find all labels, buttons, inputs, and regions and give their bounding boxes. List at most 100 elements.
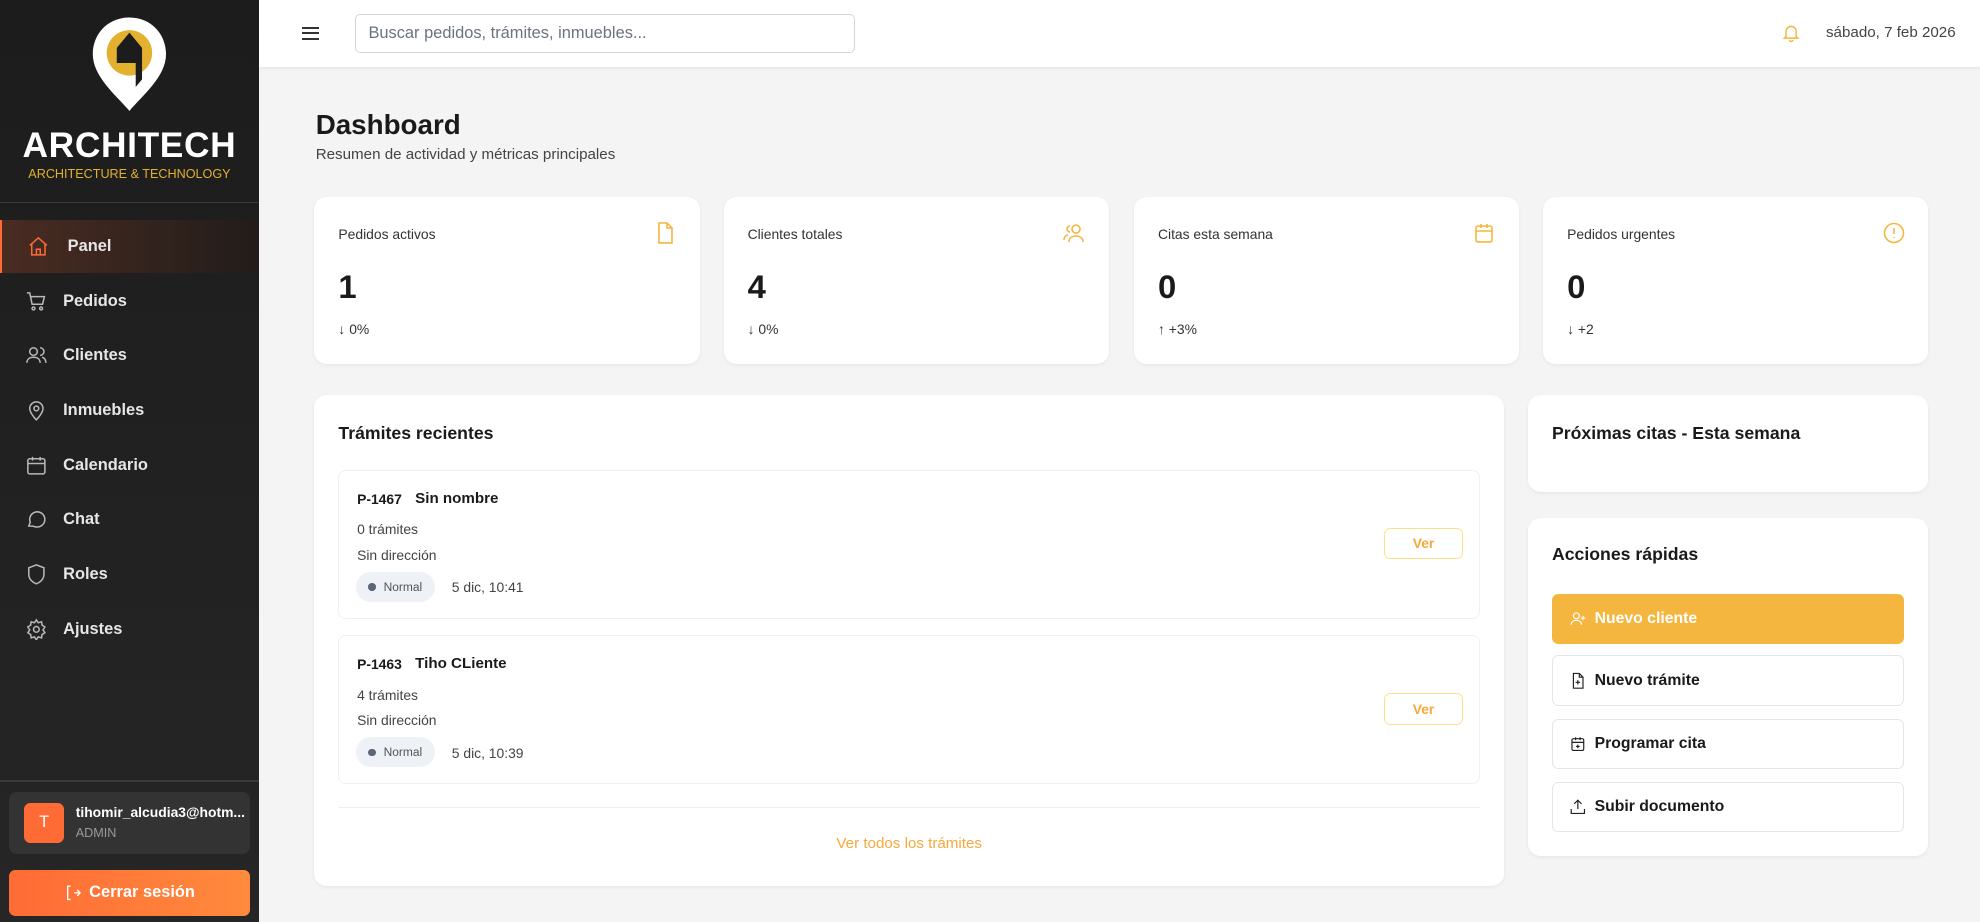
tramite-count: 0 trámites <box>357 521 418 538</box>
chat-icon <box>27 511 46 528</box>
calendar-icon <box>1475 223 1494 243</box>
search-input[interactable] <box>354 13 855 54</box>
stat-change: ↓ +2 <box>1567 320 1594 337</box>
user-plus-icon <box>1570 612 1586 625</box>
sidebar-item-label: Calendario <box>63 455 148 474</box>
sidebar-item-label: Chat <box>63 510 100 529</box>
stat-label: Clientes totales <box>747 226 843 243</box>
top-header: sábado, 7 feb 2026 <box>258 0 1980 67</box>
tramite-client: Tiho CLiente <box>415 655 507 673</box>
stat-change: ↑ +3% <box>1157 320 1197 337</box>
map-pin-icon <box>29 400 44 421</box>
divider <box>0 780 259 782</box>
sidebar-item-ajustes[interactable]: Ajustes <box>0 602 259 655</box>
users-icon <box>26 347 47 364</box>
sidebar-item-label: Ajustes <box>63 619 123 638</box>
status-dot-icon <box>368 583 376 591</box>
stat-label: Citas esta semana <box>1157 226 1273 243</box>
sidebar-item-chat[interactable]: Chat <box>0 493 259 546</box>
brand-tagline: ARCHITECTURE & TECHNOLOGY <box>28 166 231 181</box>
stat-card-pedidos-activos: Pedidos activos 1 ↓ 0% <box>314 196 700 364</box>
button-label: Nuevo trámite <box>1594 671 1700 689</box>
shield-icon <box>28 563 45 585</box>
menu-icon[interactable] <box>301 23 320 43</box>
stat-card-pedidos-urgentes: Pedidos urgentes 0 ↓ +2 <box>1543 196 1929 364</box>
panel-title: Próximas citas - Esta semana <box>1551 423 1801 444</box>
sidebar-item-roles[interactable]: Roles <box>0 548 259 601</box>
home-icon <box>29 236 48 256</box>
sidebar-nav: Panel Pedidos Clientes Inmuebles Calenda… <box>0 219 259 657</box>
page-title: Dashboard <box>315 108 461 140</box>
logo <box>0 15 259 113</box>
divider <box>0 202 259 204</box>
sidebar-item-label: Inmuebles <box>63 401 145 420</box>
sidebar-item-label: Panel <box>67 237 112 256</box>
view-all-tramites-link[interactable]: Ver todos los trámites <box>836 834 982 852</box>
page-subtitle: Resumen de actividad y métricas principa… <box>315 146 616 164</box>
brand-name: ARCHITECH <box>22 125 237 165</box>
list-item: P-1463 Tiho CLiente 4 trámites Sin direc… <box>338 635 1480 785</box>
panel-title: Acciones rápidas <box>1551 544 1699 565</box>
sidebar-item-calendario[interactable]: Calendario <box>0 438 259 491</box>
tramite-time: 5 dic, 10:41 <box>451 579 524 596</box>
stat-value: 0 <box>1157 267 1177 305</box>
user-card[interactable]: T tihomir_alcudia3@hotm... ADMIN <box>8 791 251 854</box>
stat-value: 4 <box>747 267 766 305</box>
tramite-code: P-1467 <box>357 490 402 507</box>
sidebar-item-panel[interactable]: Panel <box>0 219 259 273</box>
badge-label: Normal <box>383 579 423 594</box>
logout-icon <box>66 885 82 901</box>
tramite-time: 5 dic, 10:39 <box>451 744 524 761</box>
upload-icon <box>1570 799 1586 815</box>
gear-icon <box>27 618 47 641</box>
sidebar-item-inmuebles[interactable]: Inmuebles <box>0 384 259 437</box>
upload-document-button[interactable]: Subir documento <box>1551 781 1905 833</box>
user-role: ADMIN <box>75 825 117 840</box>
status-dot-icon <box>368 748 376 757</box>
alert-circle-icon <box>1883 222 1904 244</box>
bell-icon[interactable] <box>1781 23 1801 43</box>
users-icon <box>1063 224 1084 243</box>
sidebar-item-label: Clientes <box>63 346 127 365</box>
stat-card-citas-semana: Citas esta semana 0 ↑ +3% <box>1133 196 1520 364</box>
stat-change: ↓ 0% <box>747 320 779 337</box>
panel-title: Trámites recientes <box>338 423 494 444</box>
stat-card-clientes-totales: Clientes totales 4 ↓ 0% <box>723 196 1109 364</box>
sidebar-item-clientes[interactable]: Clientes <box>0 329 259 382</box>
view-button[interactable]: Ver <box>1383 692 1464 725</box>
tramite-address: Sin dirección <box>357 546 437 563</box>
tramite-client: Sin nombre <box>415 489 499 507</box>
avatar: T <box>23 802 65 843</box>
status-badge: Normal <box>355 571 435 603</box>
status-badge: Normal <box>355 737 435 768</box>
user-email: tihomir_alcudia3@hotm... <box>75 804 245 821</box>
stat-value: 0 <box>1567 267 1586 305</box>
quick-actions-panel: Acciones rápidas Nuevo cliente Nuevo trá… <box>1527 517 1929 857</box>
sidebar-item-pedidos[interactable]: Pedidos <box>0 274 259 327</box>
tramite-code: P-1463 <box>357 656 402 673</box>
sidebar-item-label: Pedidos <box>63 291 127 310</box>
logout-label: Cerrar sesión <box>89 883 195 902</box>
new-client-button[interactable]: Nuevo cliente <box>1551 593 1905 644</box>
upcoming-appointments-panel: Próximas citas - Esta semana <box>1527 395 1929 493</box>
logo-pin-icon <box>92 17 167 112</box>
schedule-appointment-button[interactable]: Programar cita <box>1551 718 1905 770</box>
new-tramite-button[interactable]: Nuevo trámite <box>1551 655 1905 706</box>
button-label: Nuevo cliente <box>1594 609 1698 627</box>
recent-tramites-panel: Trámites recientes P-1467 Sin nombre 0 t… <box>314 395 1504 887</box>
logout-button[interactable]: Cerrar sesión <box>8 870 251 916</box>
stat-change: ↓ 0% <box>338 320 370 337</box>
view-button[interactable]: Ver <box>1383 527 1464 560</box>
badge-label: Normal <box>383 745 423 760</box>
tramite-count: 4 trámites <box>357 686 418 703</box>
sidebar: ARCHITECH ARCHITECTURE & TECHNOLOGY Pane… <box>0 0 259 922</box>
file-plus-icon <box>1573 672 1584 689</box>
button-label: Programar cita <box>1594 734 1706 752</box>
divider <box>338 806 1480 809</box>
list-item: P-1467 Sin nombre 0 trámites Sin direcci… <box>338 469 1480 619</box>
stat-label: Pedidos urgentes <box>1567 226 1676 243</box>
file-icon <box>658 222 673 244</box>
sidebar-item-label: Roles <box>63 565 108 584</box>
current-date: sábado, 7 feb 2026 <box>1825 23 1956 41</box>
calendar-plus-icon <box>1571 737 1585 751</box>
